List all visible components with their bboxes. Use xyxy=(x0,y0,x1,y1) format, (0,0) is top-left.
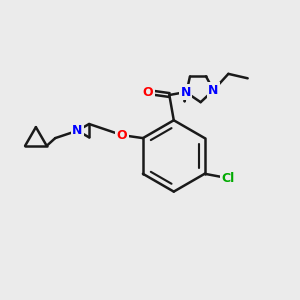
Text: N: N xyxy=(72,124,83,137)
Text: O: O xyxy=(142,85,153,98)
Text: N: N xyxy=(208,84,219,97)
Text: Cl: Cl xyxy=(222,172,235,185)
Text: O: O xyxy=(117,129,128,142)
Text: N: N xyxy=(181,85,191,98)
